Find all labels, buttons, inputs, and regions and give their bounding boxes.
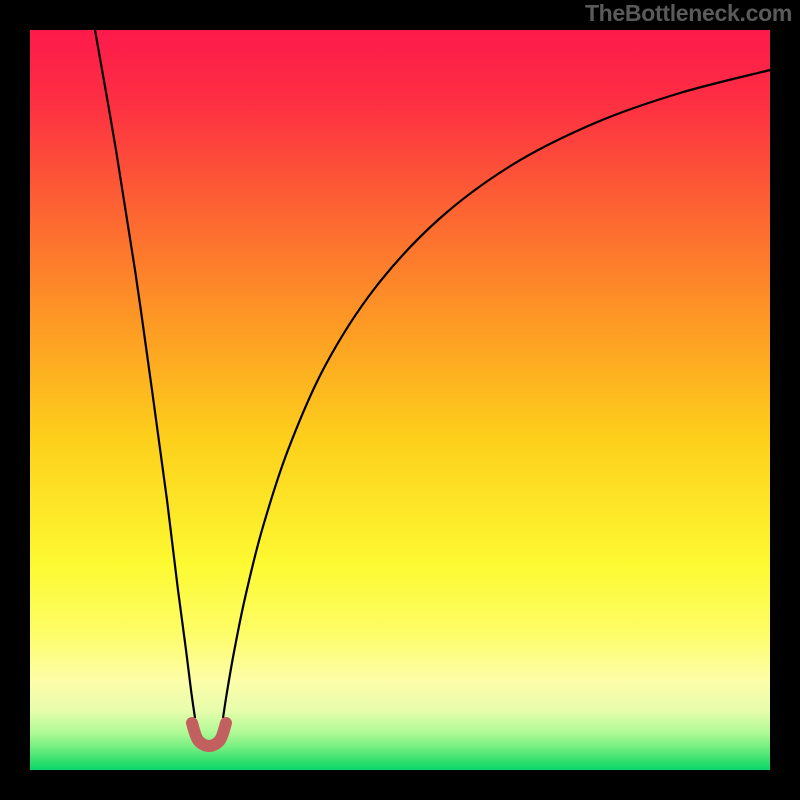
plot-area: [30, 30, 770, 770]
chart-container: TheBottleneck.com: [0, 0, 800, 800]
plot-background: [30, 30, 770, 770]
bottleneck-chart: [0, 0, 800, 800]
